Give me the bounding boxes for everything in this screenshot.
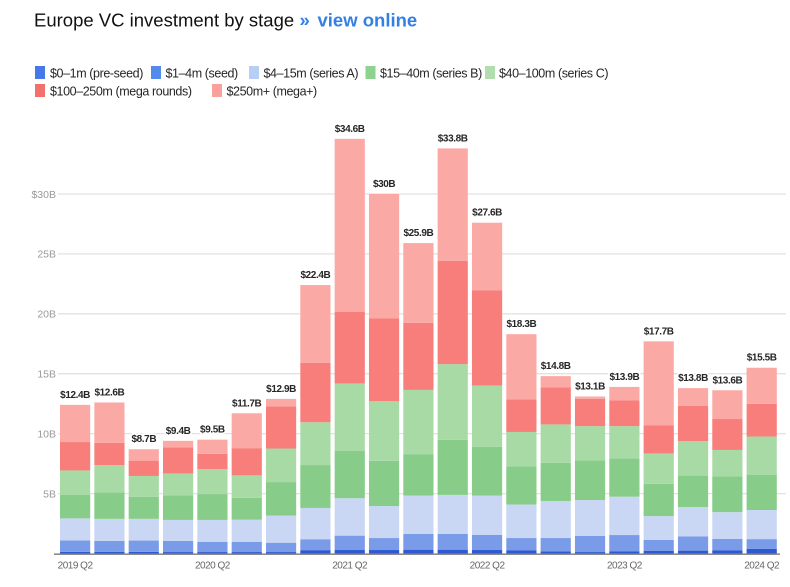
- svg-text:$4–15m (series A): $4–15m (series A): [264, 67, 359, 81]
- svg-text:2024 Q2: 2024 Q2: [744, 561, 780, 572]
- svg-text:$40–100m (series C): $40–100m (series C): [499, 67, 608, 81]
- svg-text:2021 Q2: 2021 Q2: [332, 561, 368, 572]
- svg-text:$1–4m (seed): $1–4m (seed): [166, 67, 239, 81]
- svg-text:2019 Q2: 2019 Q2: [58, 561, 94, 572]
- svg-text:$22.4B: $22.4B: [300, 270, 330, 281]
- svg-text:$12.6B: $12.6B: [94, 388, 124, 399]
- svg-text:$250m+ (mega+): $250m+ (mega+): [227, 85, 318, 99]
- svg-text:$25.9B: $25.9B: [403, 228, 433, 239]
- svg-text:25B: 25B: [37, 249, 56, 261]
- svg-text:$13.1B: $13.1B: [575, 382, 605, 393]
- svg-text:$8.7B: $8.7B: [131, 434, 156, 445]
- svg-text:$30B: $30B: [31, 189, 56, 201]
- svg-text:$12.9B: $12.9B: [266, 384, 296, 395]
- svg-text:$0–1m (pre-seed): $0–1m (pre-seed): [50, 67, 143, 81]
- svg-text:20B: 20B: [37, 309, 56, 321]
- svg-text:5B: 5B: [43, 488, 56, 500]
- svg-text:2020 Q2: 2020 Q2: [195, 561, 231, 572]
- svg-text:10B: 10B: [37, 428, 56, 440]
- svg-text:$9.4B: $9.4B: [166, 426, 191, 437]
- svg-text:$100–250m (mega rounds): $100–250m (mega rounds): [50, 85, 192, 99]
- svg-text:$34.6B: $34.6B: [335, 124, 365, 135]
- svg-text:$17.7B: $17.7B: [644, 326, 674, 337]
- svg-text:$18.3B: $18.3B: [506, 319, 536, 330]
- svg-text:15B: 15B: [37, 369, 56, 381]
- svg-text:»: »: [300, 10, 310, 31]
- svg-text:$14.8B: $14.8B: [541, 361, 571, 372]
- svg-text:$33.8B: $33.8B: [438, 133, 468, 144]
- svg-text:$11.7B: $11.7B: [232, 398, 261, 409]
- svg-text:2022 Q2: 2022 Q2: [470, 561, 506, 572]
- svg-text:$27.6B: $27.6B: [472, 208, 502, 219]
- svg-text:Europe VC investment by stage: Europe VC investment by stage: [34, 10, 294, 31]
- svg-text:2023 Q2: 2023 Q2: [607, 561, 643, 572]
- svg-text:$15–40m (series B): $15–40m (series B): [380, 67, 482, 81]
- svg-text:$9.5B: $9.5B: [200, 425, 225, 436]
- svg-text:$13.9B: $13.9B: [609, 372, 639, 383]
- svg-text:$13.8B: $13.8B: [678, 373, 708, 384]
- svg-text:$15.5B: $15.5B: [747, 353, 777, 364]
- svg-text:$13.6B: $13.6B: [712, 375, 742, 386]
- svg-text:$12.4B: $12.4B: [60, 390, 90, 401]
- svg-text:view online: view online: [318, 10, 418, 31]
- svg-text:$30B: $30B: [373, 179, 395, 190]
